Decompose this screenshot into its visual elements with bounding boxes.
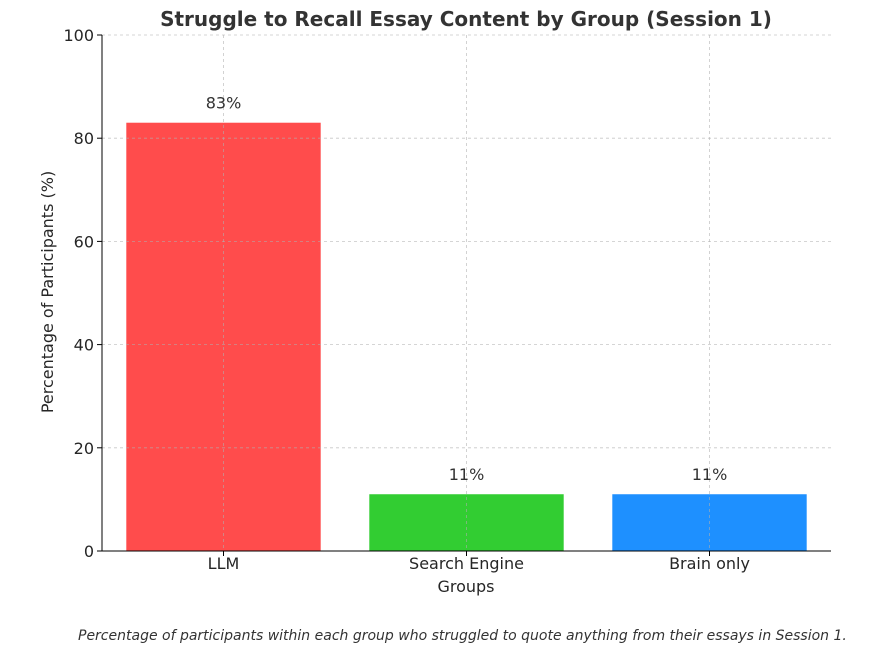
y-tick-label-3: 60 [74, 232, 94, 251]
y-tick-label-4: 80 [74, 129, 94, 148]
chart-caption: Percentage of participants within each g… [78, 628, 847, 644]
grid-lines [102, 34, 831, 552]
tick-labels: 0 20 40 60 80 100 LLM Search Engine Brain only [63, 26, 749, 573]
x-tick-label-0: LLM [208, 554, 240, 573]
y-tick-label-0: 0 [84, 542, 94, 561]
data-label-2: 11% [692, 465, 728, 484]
x-tick-label-1: Search Engine [409, 554, 524, 573]
bar-chart: Struggle to Recall Essay Content by Grou… [38, 7, 831, 596]
y-tick-label-2: 40 [74, 336, 94, 355]
chart-title: Struggle to Recall Essay Content by Grou… [160, 7, 772, 31]
y-tick-label-1: 20 [74, 439, 94, 458]
data-labels: 83% 11% 11% [206, 94, 728, 485]
x-axis-label: Groups [437, 577, 494, 596]
y-tick-label-5: 100 [63, 26, 94, 45]
x-tick-label-2: Brain only [669, 554, 750, 573]
data-label-0: 83% [206, 94, 242, 113]
data-label-1: 11% [449, 465, 485, 484]
y-axis-label: Percentage of Participants (%) [38, 171, 57, 413]
